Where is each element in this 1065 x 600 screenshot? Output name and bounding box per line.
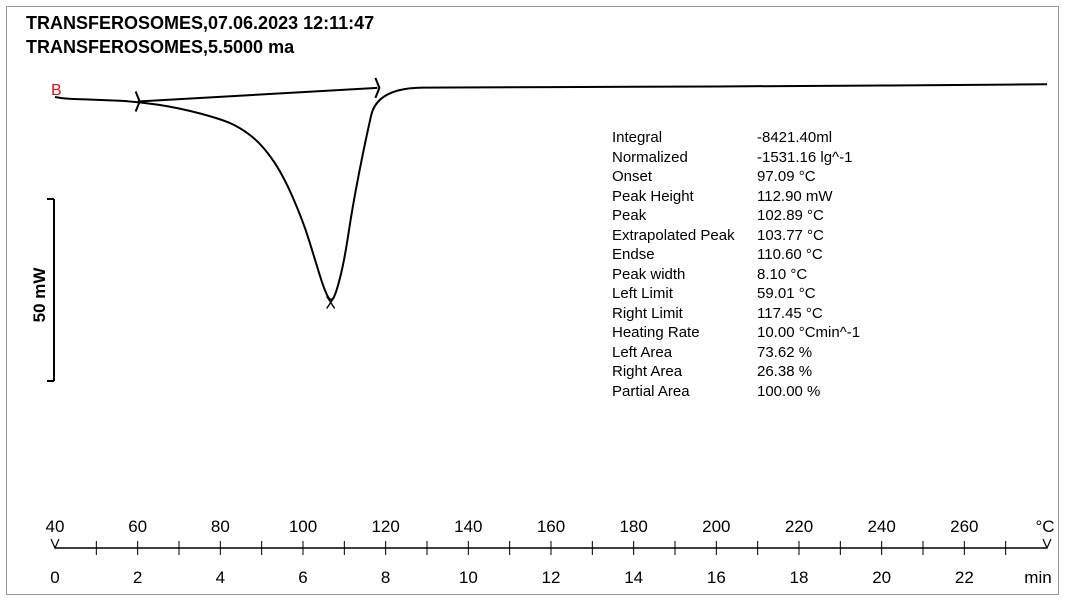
scale-bar-label: 50 mW — [30, 267, 49, 323]
result-value: 97.09 °C — [757, 168, 816, 185]
result-row: Heating Rate 10.00 °Cmin^-1 — [612, 323, 860, 343]
result-row: Endse 110.60 °C — [612, 245, 860, 265]
result-label: Normalized — [612, 148, 688, 166]
result-value: 100.00 % — [757, 382, 821, 400]
header-line-1: TRANSFEROSOMES,07.06.2023 12:11:47 — [26, 13, 375, 33]
result-label: Peak Height — [612, 187, 694, 205]
result-label: Right Limit — [612, 304, 683, 322]
plot-frame — [6, 6, 1059, 595]
result-value: 110.60 °C — [757, 246, 823, 263]
result-label: Left Limit — [612, 285, 673, 302]
result-label: Peak — [612, 207, 647, 224]
result-label: Heating Rate — [612, 324, 700, 341]
result-label: Onset — [612, 168, 653, 185]
result-label: Partial Area — [612, 382, 690, 400]
result-value: -1531.16 lg^-1 — [757, 148, 853, 166]
result-value: 73.62 % — [757, 343, 813, 361]
result-label: Right Area — [612, 363, 683, 380]
result-row: Peak Height 112.90 mW — [612, 187, 860, 207]
result-value: 26.38 % — [757, 363, 813, 380]
result-row: Left Limit 59.01 °C — [612, 284, 860, 304]
result-value: 59.01 °C — [757, 285, 816, 302]
result-row: Normalized -1531.16 lg^-1 — [612, 148, 860, 168]
result-row: Peak 102.89 °C — [612, 206, 860, 226]
header-line-2: TRANSFEROSOMES,5.5000 ma — [26, 37, 295, 57]
result-row: Extrapolated Peak 103.77 °C — [612, 226, 860, 246]
result-row: Right Limit 117.45 °C — [612, 304, 860, 324]
result-row: Integral -8421.40ml — [612, 128, 860, 148]
result-row: Onset 97.09 °C — [612, 167, 860, 187]
result-value: 102.89 °C — [757, 207, 824, 224]
result-row: Left Area 73.62 % — [612, 343, 860, 363]
result-value: -8421.40ml — [757, 129, 833, 146]
result-value: 117.45 °C — [757, 304, 823, 322]
result-label: Integral — [612, 129, 663, 146]
result-value: 103.77 °C — [757, 226, 824, 244]
result-value: 10.00 °Cmin^-1 — [757, 324, 861, 341]
result-value: 112.90 mW — [757, 187, 833, 205]
result-label: Extrapolated Peak — [612, 226, 735, 244]
result-row: Right Area 26.38 % — [612, 362, 860, 382]
result-label: Endse — [612, 246, 655, 263]
results-table: Integral -8421.40ml Normalized -1531.16 lg^… — [612, 128, 860, 401]
result-label: Peak width — [612, 265, 686, 283]
result-label: Left Area — [612, 343, 673, 361]
result-value: 8.10 °C — [757, 265, 808, 283]
result-row: Partial Area 100.00 % — [612, 382, 860, 402]
result-row: Peak width 8.10 °C — [612, 265, 860, 285]
